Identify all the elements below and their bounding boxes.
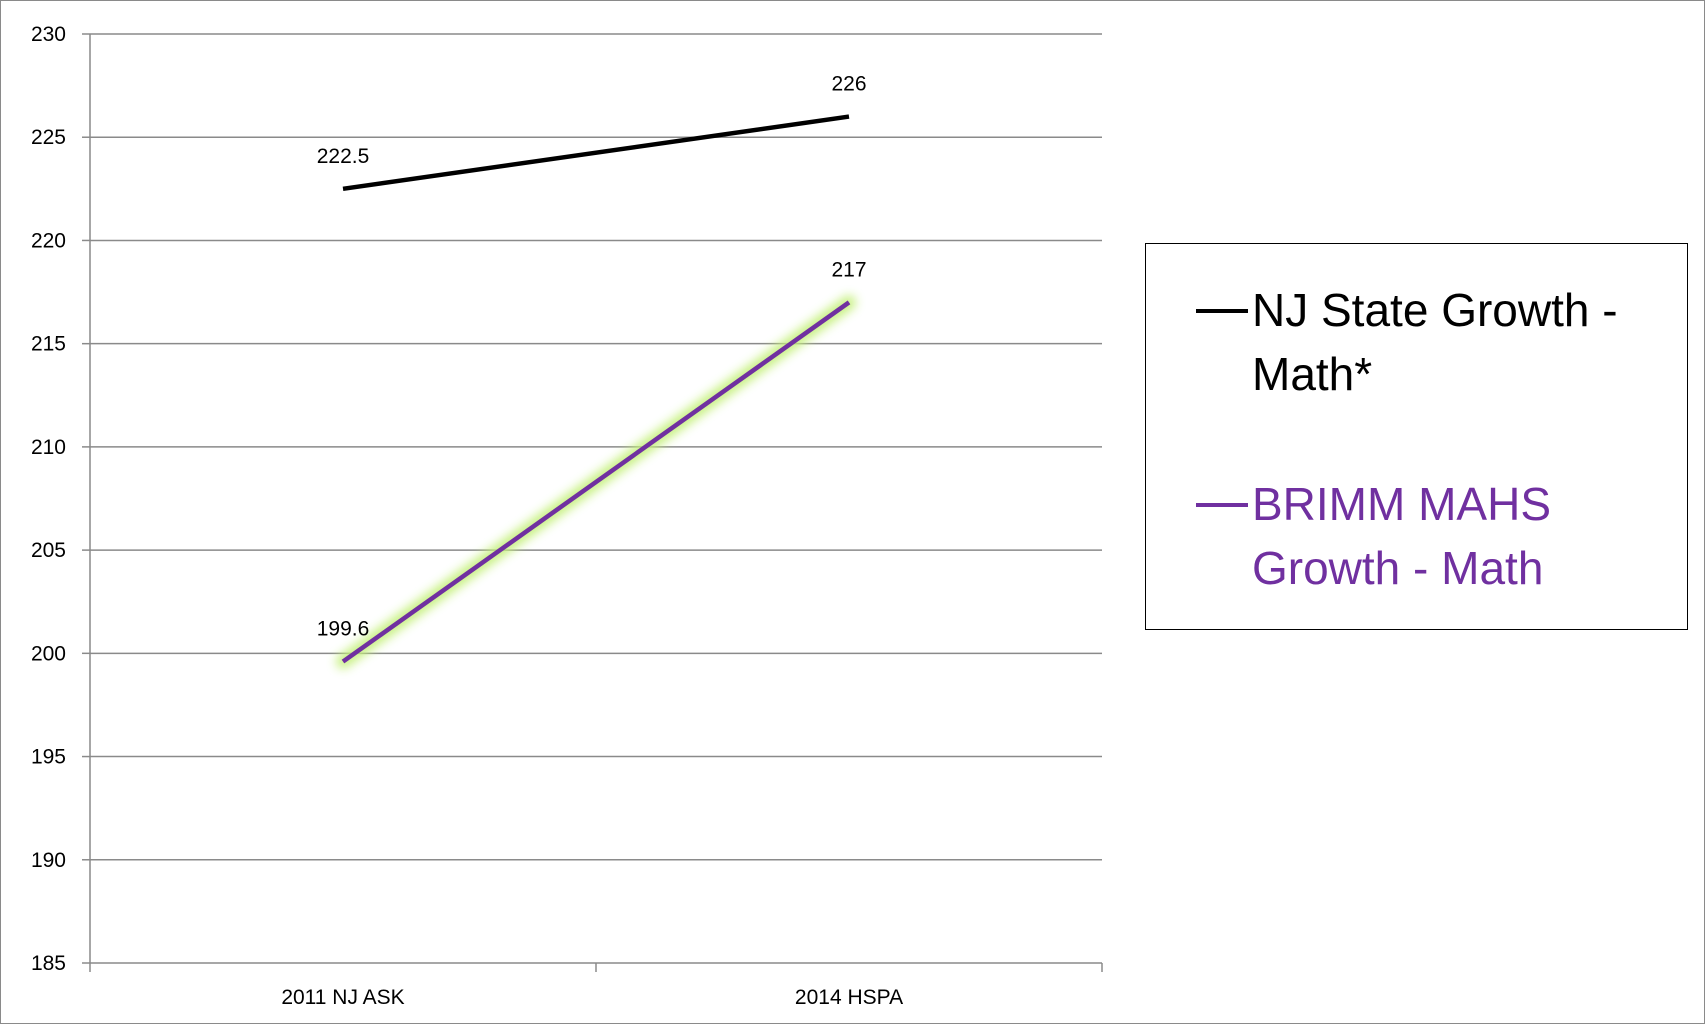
- y-tick-label: 205: [31, 539, 66, 562]
- y-tick-label: 220: [31, 229, 66, 252]
- legend-entry-brimm-mahs: BRIMM MAHS Growth - Math: [1196, 472, 1666, 600]
- y-tick-label: 225: [31, 126, 66, 149]
- y-tick-label: 215: [31, 333, 66, 356]
- y-tick-label: 200: [31, 642, 66, 665]
- legend-label-nj-state: NJ State Growth - Math*: [1252, 284, 1618, 400]
- data-label: 217: [831, 258, 866, 281]
- data-label: 222.5: [317, 145, 370, 168]
- y-tick-label: 230: [31, 23, 66, 46]
- legend-swatch-brimm-mahs: [1196, 503, 1248, 507]
- y-tick-label: 195: [31, 746, 66, 769]
- data-label: 199.6: [317, 618, 370, 641]
- x-tick-label: 2011 NJ ASK: [281, 986, 404, 1009]
- series-line-1: [341, 300, 851, 664]
- legend-entry-nj-state: NJ State Growth - Math*: [1196, 278, 1666, 406]
- legend-label-brimm-mahs: BRIMM MAHS Growth - Math: [1252, 478, 1551, 594]
- y-tick-label: 185: [31, 952, 66, 975]
- data-label: 226: [831, 73, 866, 96]
- series-line-0: [342, 114, 850, 192]
- legend-swatch-nj-state: [1196, 309, 1248, 313]
- y-tick-label: 210: [31, 436, 66, 459]
- y-tick-label: 190: [31, 849, 66, 872]
- x-tick-label: 2014 HSPA: [795, 986, 903, 1009]
- legend: NJ State Growth - Math* BRIMM MAHS Growt…: [1145, 243, 1688, 630]
